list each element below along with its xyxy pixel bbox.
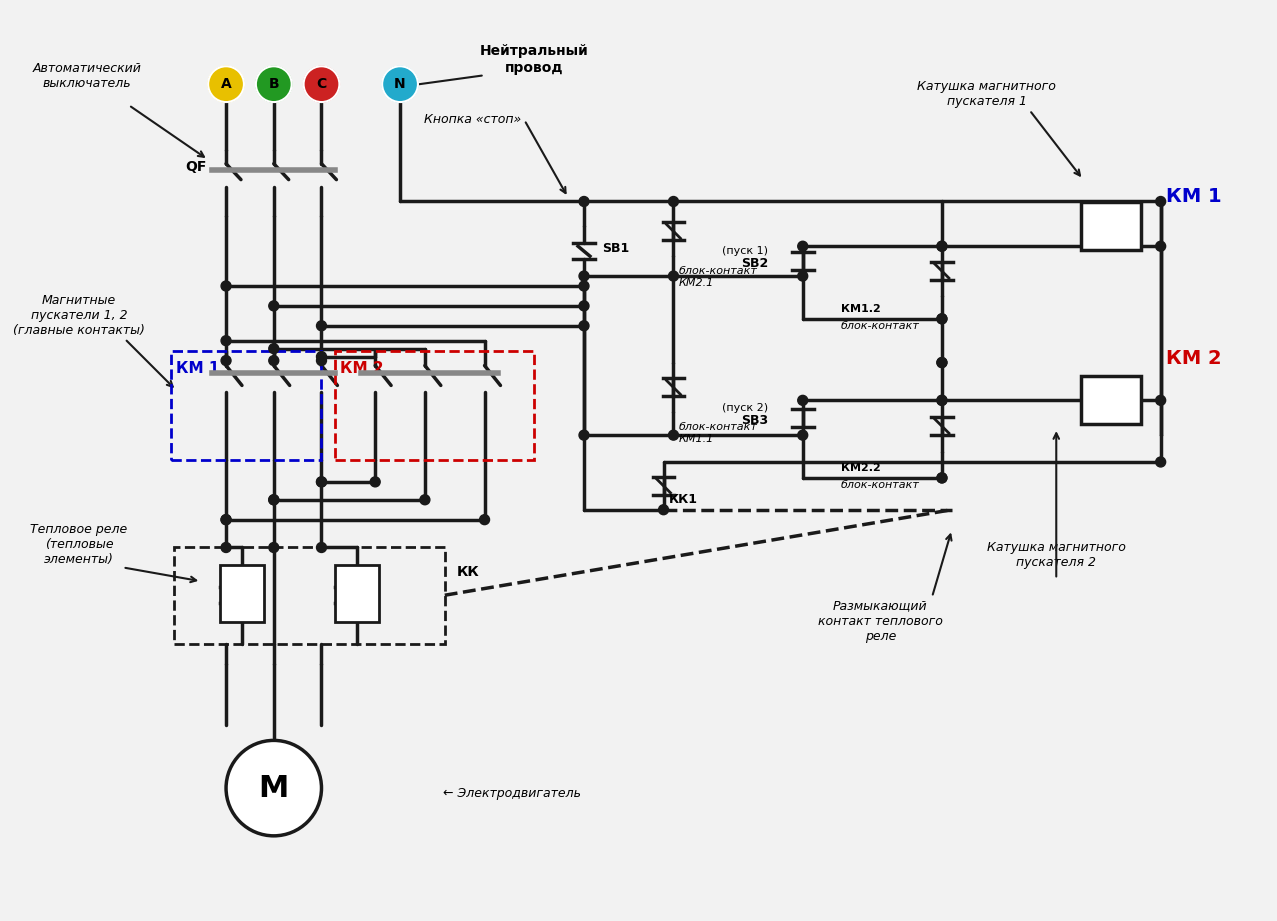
Circle shape <box>255 66 291 102</box>
Circle shape <box>798 430 807 440</box>
Text: Тепловое реле
(тепловые
элементы): Тепловое реле (тепловые элементы) <box>31 523 128 566</box>
Circle shape <box>937 472 948 483</box>
Circle shape <box>221 515 231 525</box>
Circle shape <box>659 505 668 515</box>
Circle shape <box>226 740 322 836</box>
Circle shape <box>937 395 948 405</box>
Circle shape <box>268 542 278 553</box>
Text: блок-контакт
КМ2.1: блок-контакт КМ2.1 <box>678 266 757 287</box>
Circle shape <box>317 477 327 487</box>
Bar <box>336 565 379 622</box>
Text: (пуск 2): (пуск 2) <box>722 403 767 414</box>
Circle shape <box>221 515 231 525</box>
Text: C: C <box>317 77 327 91</box>
Circle shape <box>798 241 807 251</box>
Circle shape <box>798 271 807 281</box>
Circle shape <box>937 395 948 405</box>
Circle shape <box>208 66 244 102</box>
Circle shape <box>268 495 278 505</box>
Circle shape <box>317 352 327 362</box>
Text: ← Электродвигатель: ← Электродвигатель <box>443 787 581 799</box>
Circle shape <box>1156 395 1166 405</box>
Circle shape <box>370 477 381 487</box>
Bar <box>175 547 444 644</box>
Circle shape <box>578 321 589 331</box>
Text: блок-контакт: блок-контакт <box>840 321 919 331</box>
Bar <box>220 565 264 622</box>
Bar <box>1082 377 1140 425</box>
Text: КМ 2: КМ 2 <box>1166 349 1221 368</box>
Text: QF: QF <box>185 159 206 174</box>
Text: блок-контакт
КМ1.1: блок-контакт КМ1.1 <box>678 422 757 444</box>
Text: блок-контакт: блок-контакт <box>840 480 919 490</box>
Circle shape <box>221 336 231 345</box>
Circle shape <box>937 314 948 324</box>
Text: B: B <box>268 77 280 91</box>
Circle shape <box>1156 196 1166 206</box>
Bar <box>336 351 534 460</box>
Circle shape <box>317 542 327 553</box>
Circle shape <box>268 344 278 354</box>
Text: Размыкающий
контакт теплового
реле: Размыкающий контакт теплового реле <box>817 600 942 643</box>
Circle shape <box>578 196 589 206</box>
Text: Катушка магнитного
пускателя 2: Катушка магнитного пускателя 2 <box>987 542 1126 569</box>
Circle shape <box>1156 457 1166 467</box>
Text: КМ 2: КМ 2 <box>341 361 384 376</box>
Text: КМ 1: КМ 1 <box>176 361 220 376</box>
Text: SB1: SB1 <box>601 241 630 255</box>
Circle shape <box>1156 241 1166 251</box>
Circle shape <box>937 472 948 483</box>
Circle shape <box>937 241 948 251</box>
Circle shape <box>578 430 589 440</box>
Circle shape <box>578 301 589 311</box>
Text: SB2: SB2 <box>741 257 767 270</box>
Circle shape <box>221 281 231 291</box>
Text: Нейтральный
провод: Нейтральный провод <box>480 44 589 75</box>
Circle shape <box>668 196 678 206</box>
Text: Кнопка «стоп»: Кнопка «стоп» <box>424 113 521 126</box>
Text: КМ2.2: КМ2.2 <box>840 463 880 473</box>
Text: SB3: SB3 <box>741 414 767 426</box>
Text: Катушка магнитного
пускателя 1: Катушка магнитного пускателя 1 <box>917 80 1056 108</box>
Circle shape <box>937 314 948 324</box>
Circle shape <box>480 515 489 525</box>
Text: КК: КК <box>457 565 479 579</box>
Circle shape <box>221 356 231 366</box>
Text: М: М <box>258 774 289 802</box>
Circle shape <box>221 542 231 553</box>
Text: КК1: КК1 <box>668 494 697 507</box>
Text: Магнитные
пускатели 1, 2
(главные контакты): Магнитные пускатели 1, 2 (главные контак… <box>13 295 144 337</box>
Circle shape <box>317 356 327 366</box>
Circle shape <box>668 430 678 440</box>
Circle shape <box>578 271 589 281</box>
Bar <box>171 351 321 460</box>
Bar <box>1082 203 1140 251</box>
Text: КМ 1: КМ 1 <box>1166 187 1221 206</box>
Circle shape <box>798 395 807 405</box>
Text: (пуск 1): (пуск 1) <box>722 246 767 256</box>
Circle shape <box>668 271 678 281</box>
Circle shape <box>937 241 948 251</box>
Text: A: A <box>221 77 231 91</box>
Circle shape <box>268 495 278 505</box>
Circle shape <box>382 66 418 102</box>
Circle shape <box>268 356 278 366</box>
Circle shape <box>317 477 327 487</box>
Circle shape <box>937 357 948 367</box>
Circle shape <box>420 495 430 505</box>
Circle shape <box>268 301 278 311</box>
Text: N: N <box>395 77 406 91</box>
Text: КМ1.2: КМ1.2 <box>840 304 880 314</box>
Text: Автоматический
выключатель: Автоматический выключатель <box>32 63 142 90</box>
Circle shape <box>937 357 948 367</box>
Circle shape <box>317 321 327 331</box>
Circle shape <box>304 66 340 102</box>
Circle shape <box>578 281 589 291</box>
